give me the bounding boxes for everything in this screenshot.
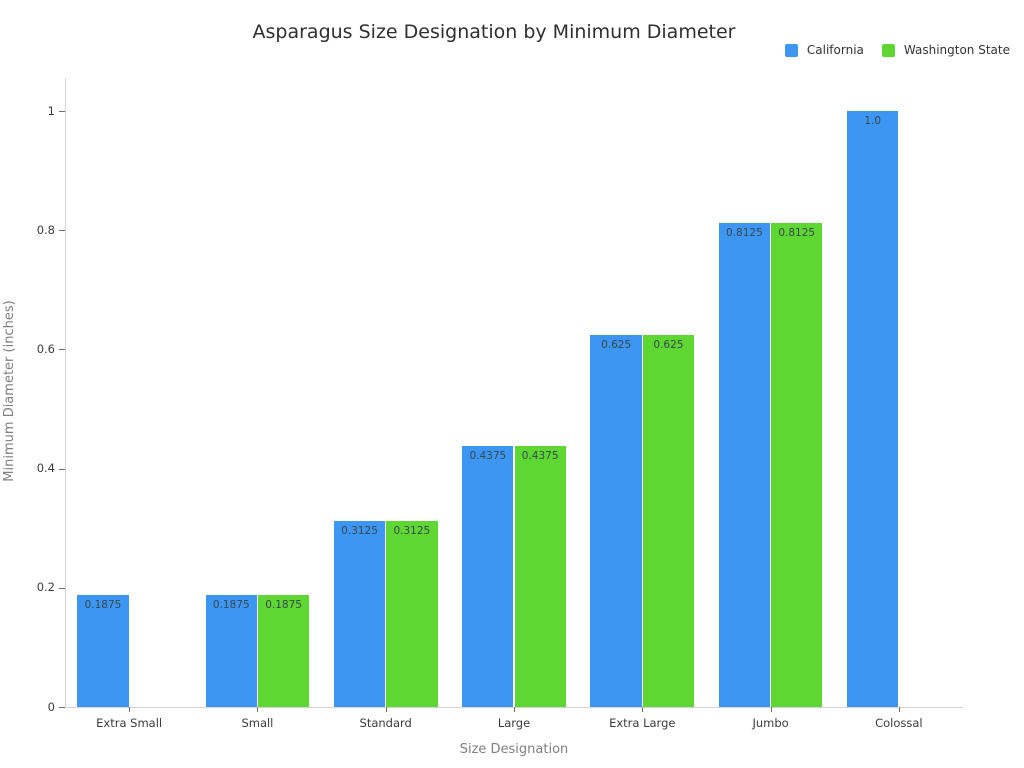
y-tick-label: 0: [47, 699, 55, 714]
bar-california-colossal: [847, 111, 899, 707]
legend-swatch-washington-state: [881, 43, 895, 57]
x-tick-label: Small: [241, 716, 274, 730]
x-tick-mark: [385, 707, 387, 712]
x-axis-title: Size Designation: [459, 742, 569, 757]
bar-value-label: 0.625: [653, 338, 684, 351]
y-tick-label: 0.6: [36, 341, 55, 356]
bar-value-label: 1.0: [864, 115, 882, 127]
bar-california-standard: [333, 520, 386, 707]
y-tick-mark: [59, 587, 65, 589]
x-tick-label: Large: [497, 716, 531, 730]
legend: California Washington State: [784, 43, 1010, 57]
bar-washington-state-jumbo: [771, 222, 823, 707]
chart-title: Asparagus Size Designation by Minimum Di…: [252, 21, 736, 43]
legend-label: Washington State: [903, 43, 1010, 57]
x-tick-mark: [642, 707, 644, 712]
y-tick-mark: [59, 707, 65, 708]
bar-value-label: 0.625: [601, 338, 632, 351]
bar-washington-state-small: [257, 595, 310, 707]
bar-california-small: [205, 595, 257, 707]
y-tick-label: 0.2: [36, 580, 55, 595]
y-tick-mark: [59, 230, 65, 232]
bar-value-label: 0.3125: [341, 524, 378, 537]
legend-item-washington-state[interactable]: Washington State: [881, 43, 1010, 57]
bar-california-large: [462, 446, 514, 707]
bar-value-label: 0.1875: [84, 599, 122, 612]
bar-value-label: 0.8125: [778, 226, 816, 239]
bar-value-label: 0.4375: [469, 450, 507, 463]
y-tick-label: 1: [47, 103, 55, 118]
y-axis-line: [65, 78, 66, 707]
bar-value-label: 0.8125: [726, 226, 763, 239]
bar-washington-state-extra-large: [642, 334, 695, 707]
legend-swatch-california: [784, 43, 798, 57]
x-tick-mark: [129, 707, 131, 712]
bar-value-label: 0.3125: [393, 524, 431, 537]
y-tick-label: 0.4: [36, 461, 55, 476]
y-tick-mark: [59, 349, 65, 351]
y-tick-mark: [59, 111, 65, 112]
x-tick-mark: [514, 707, 515, 712]
bar-value-label: 0.1875: [212, 599, 250, 612]
bar-california-jumbo: [718, 222, 771, 707]
x-tick-label: Colossal: [875, 716, 923, 730]
y-axis-title: Minimum Diameter (inches): [2, 300, 17, 482]
y-tick-label: 0.8: [36, 222, 55, 237]
x-tick-label: Standard: [359, 716, 412, 730]
bar-value-label: 0.4375: [521, 450, 559, 463]
bar-value-label: 0.1875: [265, 599, 302, 612]
bar-washington-state-standard: [386, 520, 438, 707]
x-tick-mark: [770, 707, 772, 712]
x-tick-label: Jumbo: [752, 716, 789, 730]
x-tick-label: Extra Large: [609, 716, 676, 730]
y-tick-mark: [59, 468, 65, 470]
bar-california-extra-small: [77, 595, 129, 707]
x-tick-mark: [898, 707, 900, 712]
x-tick-mark: [257, 707, 259, 712]
bar-california-extra-large: [590, 334, 642, 707]
legend-label: California: [806, 43, 864, 57]
bar-washington-state-large: [514, 446, 566, 707]
legend-item-california[interactable]: California: [784, 43, 864, 57]
x-tick-label: Extra Small: [96, 716, 163, 730]
